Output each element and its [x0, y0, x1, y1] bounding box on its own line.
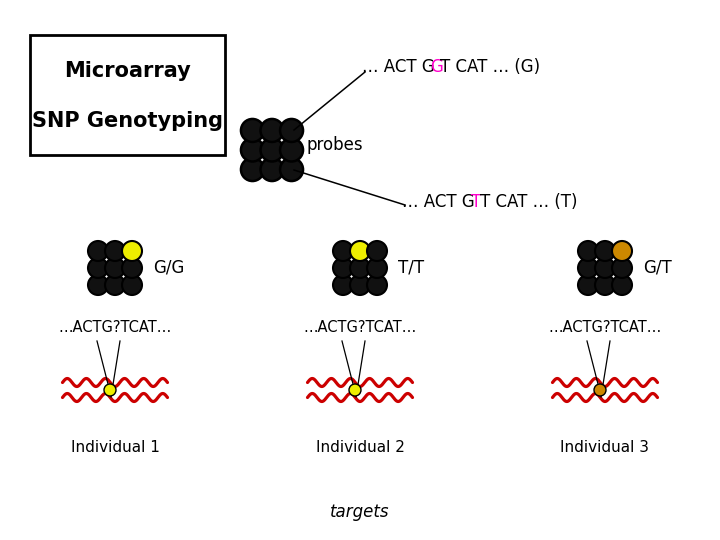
Circle shape	[595, 274, 616, 295]
Circle shape	[612, 258, 632, 278]
Circle shape	[367, 275, 387, 295]
Circle shape	[333, 258, 353, 278]
Circle shape	[577, 240, 598, 261]
Circle shape	[594, 384, 606, 396]
Bar	[30, 35, 225, 155]
Circle shape	[104, 274, 125, 295]
Circle shape	[261, 138, 284, 161]
Circle shape	[122, 274, 143, 295]
Circle shape	[279, 158, 304, 181]
Circle shape	[349, 240, 371, 261]
Circle shape	[612, 275, 632, 295]
Text: Individual 2: Individual 2	[315, 441, 405, 456]
Circle shape	[122, 258, 143, 279]
Circle shape	[577, 274, 598, 295]
Circle shape	[611, 240, 632, 261]
Circle shape	[261, 119, 284, 142]
Text: …ACTG?TCAT…: …ACTG?TCAT…	[58, 321, 171, 335]
Circle shape	[279, 118, 304, 143]
Text: T CAT … (T): T CAT … (T)	[480, 193, 578, 211]
Circle shape	[349, 274, 371, 295]
Circle shape	[349, 258, 371, 279]
Circle shape	[260, 158, 284, 181]
Circle shape	[366, 240, 387, 261]
Circle shape	[367, 258, 387, 278]
Circle shape	[578, 258, 598, 278]
Text: G/T: G/T	[643, 259, 672, 277]
Text: probes: probes	[307, 136, 364, 154]
Text: Individual 1: Individual 1	[71, 441, 159, 456]
Circle shape	[88, 258, 108, 278]
Circle shape	[595, 258, 615, 278]
Circle shape	[105, 241, 125, 261]
Circle shape	[279, 138, 304, 162]
Circle shape	[367, 241, 387, 261]
Circle shape	[241, 158, 264, 181]
Circle shape	[122, 240, 143, 261]
Circle shape	[240, 158, 264, 181]
Circle shape	[240, 138, 264, 162]
Circle shape	[260, 118, 284, 143]
Circle shape	[105, 275, 125, 295]
Circle shape	[611, 258, 632, 279]
Circle shape	[595, 258, 616, 279]
Circle shape	[333, 258, 354, 279]
Circle shape	[88, 258, 109, 279]
Circle shape	[350, 275, 370, 295]
Circle shape	[578, 275, 598, 295]
Circle shape	[280, 158, 303, 181]
Circle shape	[595, 241, 615, 261]
Circle shape	[595, 240, 616, 261]
Circle shape	[122, 258, 142, 278]
Text: G: G	[431, 58, 444, 76]
Circle shape	[333, 275, 353, 295]
Circle shape	[611, 274, 632, 295]
Circle shape	[577, 258, 598, 279]
Circle shape	[333, 240, 354, 261]
Text: … ACT G: … ACT G	[402, 193, 474, 211]
Text: …ACTG?TCAT…: …ACTG?TCAT…	[303, 321, 417, 335]
Circle shape	[595, 275, 615, 295]
Text: G/G: G/G	[153, 259, 184, 277]
Circle shape	[349, 384, 361, 396]
Text: Individual 3: Individual 3	[560, 441, 649, 456]
Text: Microarray: Microarray	[64, 61, 191, 81]
Text: …ACTG?TCAT…: …ACTG?TCAT…	[549, 321, 662, 335]
Circle shape	[350, 258, 370, 278]
Circle shape	[122, 241, 142, 261]
Circle shape	[333, 274, 354, 295]
Circle shape	[612, 241, 632, 261]
Text: T: T	[471, 193, 481, 211]
Circle shape	[241, 119, 264, 142]
Circle shape	[280, 138, 303, 161]
Circle shape	[88, 241, 108, 261]
Circle shape	[88, 240, 109, 261]
Text: T CAT … (G): T CAT … (G)	[441, 58, 541, 76]
Circle shape	[122, 275, 142, 295]
Circle shape	[261, 158, 284, 181]
Circle shape	[88, 274, 109, 295]
Circle shape	[88, 275, 108, 295]
Circle shape	[280, 119, 303, 142]
Text: … ACT G: … ACT G	[362, 58, 435, 76]
Circle shape	[366, 274, 387, 295]
Circle shape	[350, 241, 370, 261]
Circle shape	[366, 258, 387, 279]
Circle shape	[333, 241, 353, 261]
Circle shape	[260, 138, 284, 162]
Text: T/T: T/T	[398, 259, 424, 277]
Text: targets: targets	[330, 503, 390, 521]
Circle shape	[578, 241, 598, 261]
Circle shape	[104, 240, 125, 261]
Circle shape	[241, 138, 264, 161]
Circle shape	[105, 258, 125, 278]
Circle shape	[104, 384, 116, 396]
Circle shape	[104, 258, 125, 279]
Circle shape	[240, 118, 264, 143]
Text: SNP Genotyping: SNP Genotyping	[32, 111, 223, 131]
